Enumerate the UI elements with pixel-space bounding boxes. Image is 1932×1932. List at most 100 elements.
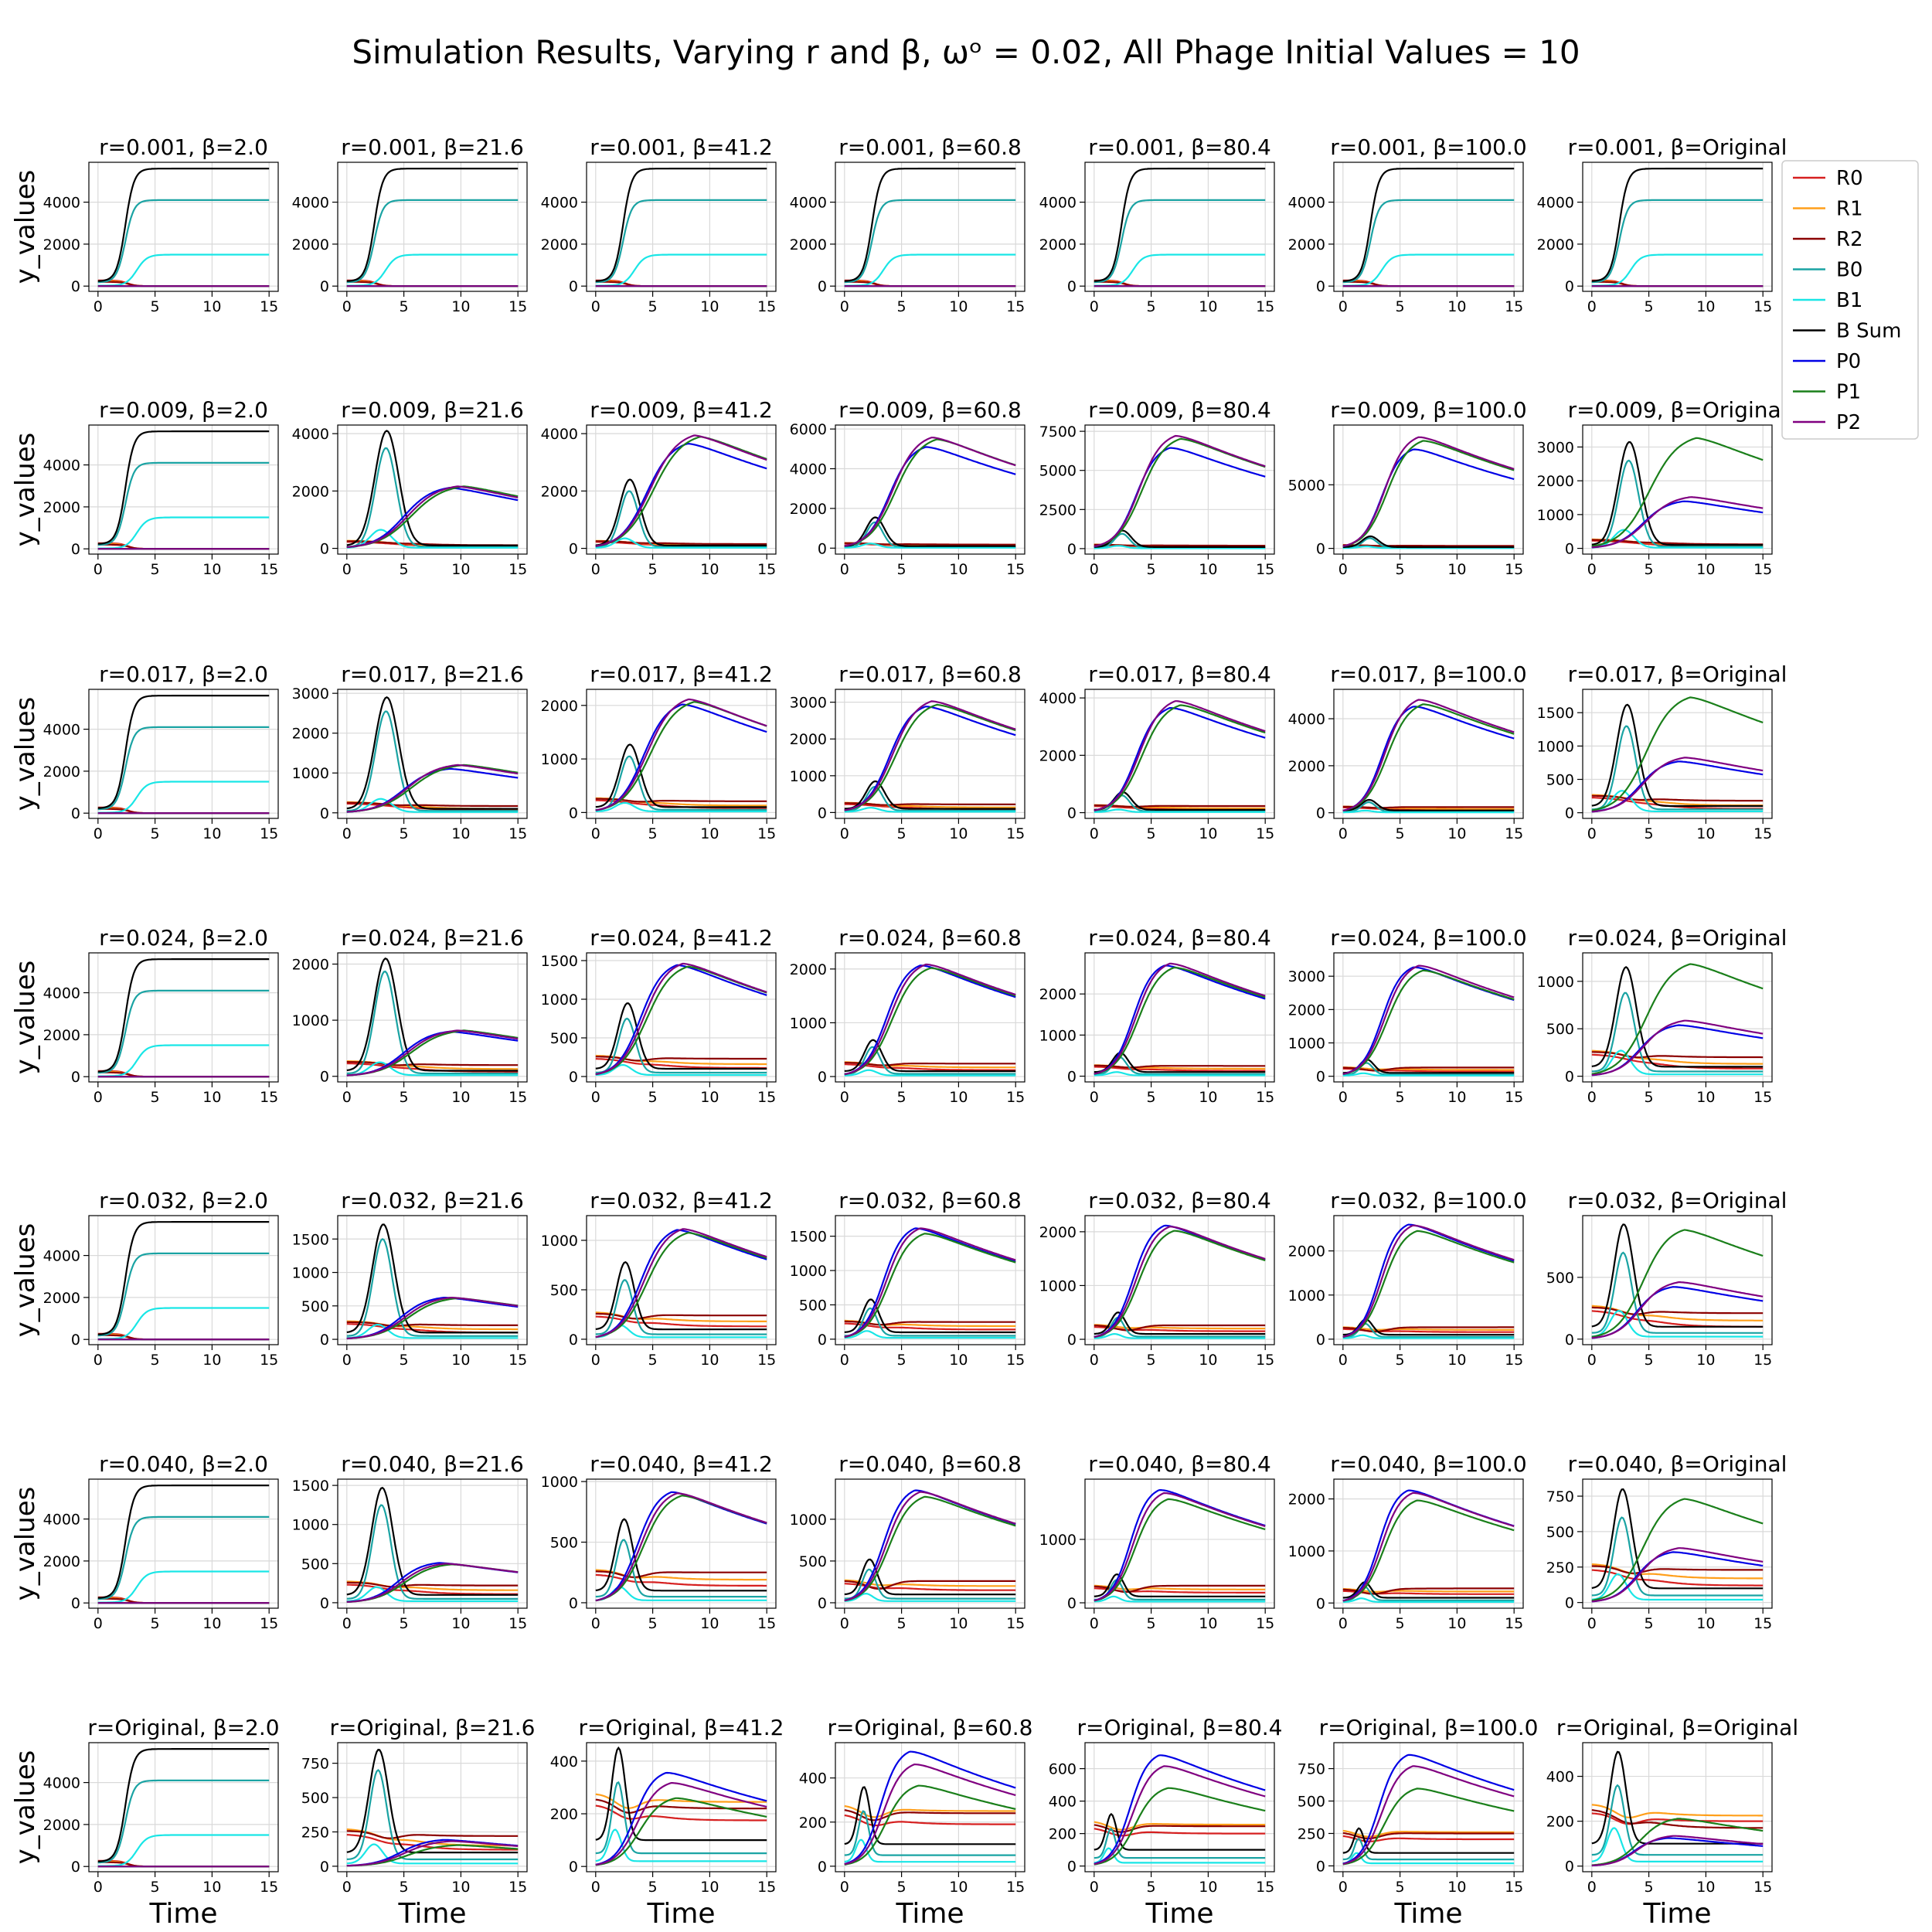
series-line-p1 <box>1591 963 1764 1075</box>
series-line-b0 <box>844 199 1016 284</box>
axes-frame <box>1084 424 1275 555</box>
axes-frame <box>337 1742 528 1872</box>
x-tick-label: 5 <box>1645 1352 1654 1369</box>
series-line-b-sum <box>1342 1058 1515 1074</box>
x-tick-label: 0 <box>1587 298 1597 315</box>
y-axis-label: y_values <box>10 1223 41 1338</box>
series-line-r2 <box>1342 805 1515 809</box>
series-lines <box>1342 168 1515 287</box>
series-line-b-sum <box>97 1485 270 1599</box>
subplot: 0 5 10 15 0 1000 2000 r=0.024, β=60.8 <box>790 925 1026 1106</box>
x-tick-label: 15 <box>509 561 527 578</box>
series-line-p0 <box>595 442 767 547</box>
series-line-r1 <box>1591 1563 1764 1580</box>
x-tick-label: 15 <box>1753 298 1772 315</box>
y-tick-label: 0 <box>569 1069 578 1086</box>
x-tick-label: 5 <box>1147 1615 1156 1632</box>
x-tick-label: 5 <box>897 1879 906 1896</box>
series-lines <box>1591 437 1764 549</box>
y-tick-label: 0 <box>1067 805 1077 822</box>
y-tick-label: 4000 <box>1039 690 1077 707</box>
subplot: 0 5 10 15 0 2000 4000 r=0.001, β=80.4 <box>1039 134 1275 315</box>
x-tick-label: 5 <box>897 561 906 578</box>
subplot: 0 5 10 15 0 2000 4000 6000 r=0.009, β=60.8 <box>790 397 1026 578</box>
x-tick-label: 15 <box>1753 825 1772 842</box>
series-line-b1 <box>1591 1827 1764 1862</box>
subplot-title: r=0.001, β=80.4 <box>1088 134 1271 160</box>
x-tick-label: 10 <box>949 825 968 842</box>
series-line-b-sum <box>1591 703 1764 808</box>
x-tick-label: 0 <box>1338 1089 1348 1106</box>
series-line-p2 <box>346 1029 519 1077</box>
x-tick-label: 15 <box>757 1615 776 1632</box>
series-line-b0 <box>97 726 270 811</box>
y-tick-label: 3000 <box>1537 439 1574 456</box>
x-tick-label: 0 <box>1090 1352 1099 1369</box>
series-line-b0 <box>97 1252 270 1337</box>
subplot: 0 5 10 15 0 2000 4000 r=0.001, β=41.2 <box>541 134 777 315</box>
y-tick-label: 4000 <box>790 461 827 478</box>
x-tick-label: 10 <box>1696 825 1715 842</box>
y-tick-label: 4000 <box>43 457 80 474</box>
gridlines <box>1583 1216 1772 1345</box>
series-lines <box>595 962 767 1077</box>
x-tick-label: 15 <box>260 298 278 315</box>
y-tick-label: 600 <box>1049 1761 1077 1778</box>
x-tick-label: 15 <box>1006 1352 1025 1369</box>
y-tick-label: 0 <box>1316 1332 1325 1349</box>
x-axis-label: Time <box>148 1898 217 1930</box>
x-axis-label: Time <box>1145 1898 1213 1930</box>
x-tick-label: 10 <box>1696 1615 1715 1632</box>
y-tick-label: 500 <box>1298 1794 1325 1811</box>
series-line-b0 <box>595 1781 767 1855</box>
series-lines <box>1342 436 1515 549</box>
y-tick-label: 500 <box>1546 1270 1574 1287</box>
y-tick-label: 7500 <box>1039 423 1077 440</box>
series-line-b1 <box>1094 1595 1266 1603</box>
series-line-b1 <box>1342 1852 1515 1865</box>
subplot-title: r=0.040, β=60.8 <box>838 1451 1022 1477</box>
subplot: 0 5 10 15 0 1000 2000 r=0.017, β=41.2 <box>541 662 777 842</box>
series-line-r0 <box>844 1063 1016 1071</box>
series-line-r1 <box>1342 1066 1515 1071</box>
y-tick-label: 0 <box>320 1595 329 1612</box>
series-line-b0 <box>1591 1251 1764 1334</box>
subplot: 0 5 10 15 0 500 1000 1500 r=0.024, β=41.2 <box>541 925 777 1106</box>
subplot-title: r=0.040, β=80.4 <box>1088 1451 1271 1477</box>
y-tick-label: 2000 <box>541 236 578 253</box>
y-tick-label: 2000 <box>43 236 80 253</box>
y-tick-label: 2000 <box>292 236 329 253</box>
legend: R0 R1 R2 B0 B1 B Sum P0 P1 P2 <box>1781 160 1919 440</box>
series-line-r2 <box>1342 1326 1515 1333</box>
y-tick-label: 2000 <box>292 726 329 743</box>
series-line-p1 <box>844 1495 1016 1602</box>
subplot-title: r=0.017, β=41.2 <box>590 662 773 687</box>
y-tick-label: 2000 <box>292 957 329 974</box>
series-line-r2 <box>844 1809 1016 1821</box>
x-tick-label: 15 <box>1505 561 1523 578</box>
series-line-b-sum <box>97 430 270 545</box>
y-tick-label: 2000 <box>1288 758 1325 775</box>
gridlines <box>1583 689 1772 818</box>
x-tick-label: 0 <box>342 1352 352 1369</box>
x-tick-label: 5 <box>1645 561 1654 578</box>
y-tick-label: 0 <box>1067 541 1077 558</box>
axes-frame <box>586 1215 777 1345</box>
y-tick-label: 750 <box>1546 1488 1574 1505</box>
series-line-b1 <box>346 529 519 549</box>
x-tick-label: 15 <box>1505 298 1523 315</box>
y-tick-label: 0 <box>1316 1595 1325 1612</box>
y-tick-label: 0 <box>320 805 329 822</box>
y-tick-label: 0 <box>1565 1595 1574 1612</box>
series-line-b1 <box>97 1307 270 1340</box>
y-tick-label: 1500 <box>292 1231 329 1248</box>
x-tick-label: 15 <box>1006 1879 1025 1896</box>
series-line-b1 <box>1591 1049 1764 1076</box>
y-tick-label: 1500 <box>292 1478 329 1495</box>
series-line-p1 <box>1342 703 1515 811</box>
x-tick-label: 0 <box>591 1089 600 1106</box>
series-lines <box>595 1228 767 1338</box>
series-line-p1 <box>1591 1498 1764 1602</box>
y-tick-label: 2000 <box>541 698 578 715</box>
subplot-title: r=0.024, β=60.8 <box>838 925 1022 951</box>
